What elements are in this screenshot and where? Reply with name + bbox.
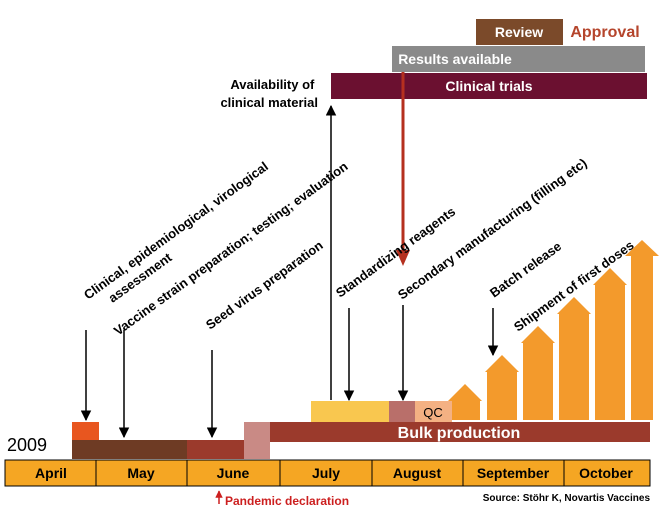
early-brown-bar (72, 440, 187, 459)
qc-label: QC (423, 405, 443, 420)
month-july: July (312, 465, 340, 481)
year-label: 2009 (7, 435, 47, 455)
availability-label: Availability of clinical material (220, 77, 318, 110)
clinical-trials-box (331, 73, 647, 99)
month-dividers (95, 460, 565, 486)
month-june: June (217, 465, 250, 481)
month-september: September (477, 465, 550, 481)
month-april: April (35, 465, 67, 481)
pandemic-label: Pandemic declaration (225, 494, 349, 508)
august-pink-block (389, 401, 415, 422)
month-bar (4, 459, 651, 487)
source-label: Source: Stöhr K, Novartis Vaccines (483, 493, 651, 504)
review-box (476, 19, 563, 45)
results-available-label: Results available (398, 51, 512, 67)
bulk-production-bar (270, 422, 650, 442)
early-orange-block (72, 422, 99, 440)
review-label: Review (495, 24, 543, 40)
standardizing-label: Standardizing reagents (333, 204, 458, 301)
june-bar (187, 440, 244, 459)
month-august: August (393, 465, 442, 481)
results-arrowhead (396, 250, 410, 266)
transition-block (244, 422, 270, 459)
bulk-production-label: Bulk production (398, 425, 521, 442)
approval-label: Approval (570, 24, 639, 41)
month-october: October (579, 465, 633, 481)
qc-box (415, 401, 452, 422)
shipment-staircase (448, 240, 659, 420)
july-yellow-block (311, 401, 389, 422)
month-may: May (127, 465, 154, 481)
clinical-trials-label: Clinical trials (445, 78, 532, 94)
results-available-box (392, 46, 645, 72)
